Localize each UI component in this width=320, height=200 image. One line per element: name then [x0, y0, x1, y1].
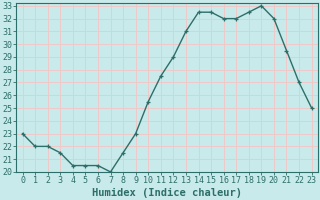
X-axis label: Humidex (Indice chaleur): Humidex (Indice chaleur): [92, 188, 242, 198]
